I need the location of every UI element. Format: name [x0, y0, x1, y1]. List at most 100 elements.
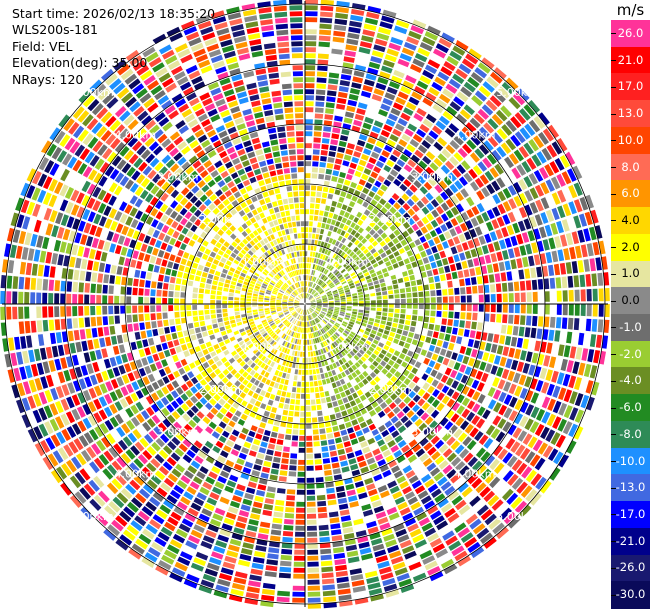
radar-gate	[328, 309, 334, 312]
radar-gate	[462, 355, 470, 365]
radar-gate	[322, 300, 328, 302]
radar-gate	[210, 314, 217, 319]
radar-gate	[461, 242, 469, 251]
radar-gate	[585, 380, 594, 394]
radar-gate	[307, 293, 310, 299]
radar-gate	[297, 471, 305, 477]
radar-gate	[347, 99, 358, 107]
radar-gate	[448, 304, 454, 311]
radar-gate	[547, 124, 560, 139]
radar-gate	[444, 367, 452, 376]
radar-gate	[568, 289, 574, 302]
radar-gate	[332, 314, 338, 318]
radar-gate	[417, 144, 428, 154]
radar-gate	[487, 243, 495, 253]
radar-gate	[327, 272, 332, 277]
radar-gate	[305, 131, 313, 137]
radar-gate	[321, 309, 327, 312]
radar-gate	[438, 180, 448, 190]
radar-gate	[580, 394, 590, 409]
radar-gate	[312, 283, 316, 288]
radar-gate	[320, 0, 334, 6]
radar-gate	[328, 237, 334, 244]
radar-gate	[523, 142, 534, 155]
radar-gate	[66, 306, 72, 317]
radar-gate	[283, 404, 289, 410]
radar-gate	[405, 287, 412, 293]
radar-gate	[295, 399, 300, 405]
radar-gate	[310, 387, 315, 393]
radar-gate	[475, 266, 482, 276]
radar-gate	[460, 295, 466, 303]
radar-gate	[514, 292, 520, 302]
radar-gate	[501, 368, 510, 380]
radar-gate	[301, 387, 305, 393]
radar-gate	[319, 247, 323, 253]
radar-gate	[555, 434, 566, 448]
radar-gate	[468, 48, 482, 60]
radar-gate	[558, 454, 569, 468]
radar-gate	[420, 271, 427, 278]
radar-gate	[474, 431, 484, 442]
radar-gate	[364, 116, 374, 125]
radar-gate	[592, 304, 598, 317]
radar-gate	[461, 160, 471, 171]
radar-gate	[536, 328, 543, 340]
radar-gate	[471, 321, 477, 330]
radar-gate	[349, 321, 355, 325]
radar-gate	[376, 332, 383, 337]
radar-gate	[381, 267, 388, 274]
radar-gate	[507, 184, 517, 196]
radar-gate	[561, 317, 568, 329]
radar-gate	[356, 285, 362, 290]
radar-gate	[342, 332, 348, 337]
radar-gate	[392, 263, 399, 269]
radar-gate	[298, 363, 302, 369]
radar-gate	[435, 120, 447, 131]
radar-gate	[310, 203, 315, 209]
radar-gate	[186, 305, 192, 311]
radar-gate	[316, 228, 321, 234]
radar-gate	[510, 336, 518, 347]
radar-gate	[312, 161, 319, 167]
radar-gate	[402, 203, 411, 211]
radar-gate	[72, 294, 78, 304]
radar-gate	[156, 297, 162, 304]
radar-gate	[323, 126, 332, 132]
radar-gate	[528, 364, 536, 376]
radar-gate	[138, 288, 144, 296]
radar-gate	[309, 288, 312, 293]
radar-gate	[326, 324, 331, 329]
radar-gate	[333, 226, 338, 233]
radar-gate	[322, 578, 335, 585]
radar-gate	[316, 307, 322, 309]
radar-gate	[438, 233, 446, 242]
radar-gate	[341, 237, 347, 244]
radar-gate	[278, 572, 291, 579]
radar-gate	[450, 206, 459, 216]
radar-gate	[305, 29, 317, 35]
radar-gate	[500, 142, 512, 154]
radar-gate	[330, 139, 339, 146]
radar-gate	[558, 402, 568, 416]
radar-gate	[347, 241, 353, 248]
radar-gate	[511, 459, 523, 472]
radar-gate	[478, 85, 491, 98]
radar-gate	[476, 202, 485, 213]
radar-gate	[534, 457, 546, 471]
radar-gate	[308, 281, 311, 287]
radar-gate	[296, 507, 305, 513]
radar-gate	[513, 246, 521, 258]
radar-gate	[563, 345, 571, 358]
radar-gate	[462, 436, 472, 447]
radar-gate	[425, 192, 434, 201]
radar-gate	[529, 216, 538, 228]
radar-gate	[296, 501, 305, 507]
radar-gate	[432, 103, 444, 114]
radar-gate	[449, 139, 460, 150]
radar-gate	[403, 387, 412, 395]
radar-gate	[370, 353, 377, 360]
radar-gate	[549, 316, 556, 328]
radar-gate	[321, 294, 327, 298]
radar-gate	[326, 279, 331, 284]
